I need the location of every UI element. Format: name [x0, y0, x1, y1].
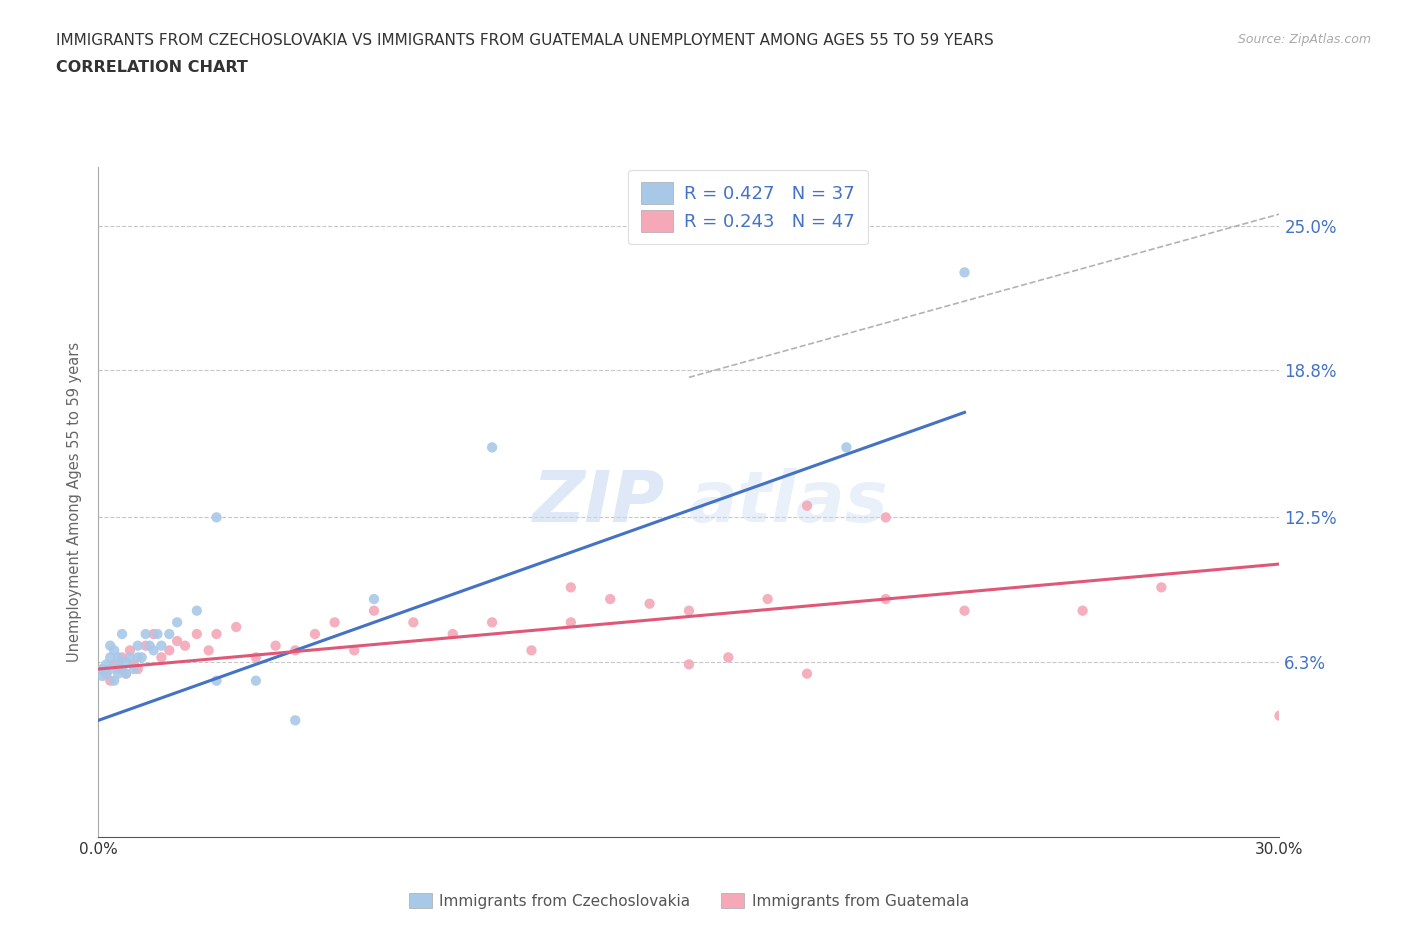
Point	[205, 510, 228, 525]
Point	[402, 615, 425, 630]
Point	[122, 661, 145, 676]
Point	[197, 643, 219, 658]
Point	[717, 650, 740, 665]
Point	[205, 673, 228, 688]
Y-axis label: Unemployment Among Ages 55 to 59 years: Unemployment Among Ages 55 to 59 years	[67, 342, 83, 662]
Point	[135, 638, 157, 653]
Point	[481, 615, 503, 630]
Text: atlas: atlas	[689, 468, 889, 537]
Point	[1071, 604, 1094, 618]
Point	[107, 661, 129, 676]
Point	[103, 673, 125, 688]
Point	[91, 661, 114, 676]
Point	[186, 627, 208, 642]
Point	[166, 633, 188, 648]
Point	[323, 615, 346, 630]
Point	[953, 604, 976, 618]
Text: CORRELATION CHART: CORRELATION CHART	[56, 60, 247, 75]
Point	[157, 627, 180, 642]
Point	[441, 627, 464, 642]
Point	[111, 650, 134, 665]
Point	[115, 666, 138, 681]
Point	[953, 265, 976, 280]
Point	[98, 638, 121, 653]
Text: IMMIGRANTS FROM CZECHOSLOVAKIA VS IMMIGRANTS FROM GUATEMALA UNEMPLOYMENT AMONG A: IMMIGRANTS FROM CZECHOSLOVAKIA VS IMMIGR…	[56, 33, 994, 47]
Point	[560, 580, 582, 595]
Point	[264, 638, 287, 653]
Point	[103, 657, 125, 671]
Point	[115, 655, 138, 670]
Point	[796, 498, 818, 513]
Point	[796, 666, 818, 681]
Point	[115, 666, 138, 681]
Text: ZIP: ZIP	[533, 468, 665, 537]
Point	[96, 657, 118, 671]
Point	[98, 650, 121, 665]
Point	[98, 673, 121, 688]
Point	[107, 657, 129, 671]
Legend: Immigrants from Czechoslovakia, Immigrants from Guatemala: Immigrants from Czechoslovakia, Immigran…	[401, 885, 977, 916]
Point	[111, 661, 134, 676]
Point	[245, 650, 267, 665]
Point	[157, 643, 180, 658]
Point	[107, 666, 129, 681]
Point	[363, 591, 385, 606]
Point	[118, 650, 141, 665]
Point	[91, 669, 114, 684]
Point	[1150, 580, 1173, 595]
Point	[638, 596, 661, 611]
Point	[520, 643, 543, 658]
Point	[599, 591, 621, 606]
Point	[98, 661, 121, 676]
Point	[481, 440, 503, 455]
Point	[91, 661, 114, 676]
Point	[96, 666, 118, 681]
Point	[122, 657, 145, 671]
Point	[560, 615, 582, 630]
Point	[174, 638, 197, 653]
Point	[150, 650, 173, 665]
Point	[245, 673, 267, 688]
Point	[678, 604, 700, 618]
Point	[678, 657, 700, 671]
Point	[142, 627, 165, 642]
Point	[284, 713, 307, 728]
Point	[138, 638, 160, 653]
Point	[225, 619, 247, 634]
Point	[284, 643, 307, 658]
Text: Source: ZipAtlas.com: Source: ZipAtlas.com	[1237, 33, 1371, 46]
Point	[127, 650, 149, 665]
Point	[186, 604, 208, 618]
Point	[150, 638, 173, 653]
Point	[835, 440, 858, 455]
Point	[875, 510, 897, 525]
Point	[127, 661, 149, 676]
Point	[135, 627, 157, 642]
Point	[127, 638, 149, 653]
Point	[107, 650, 129, 665]
Point	[118, 643, 141, 658]
Point	[1268, 709, 1291, 724]
Point	[111, 627, 134, 642]
Point	[146, 627, 169, 642]
Point	[363, 604, 385, 618]
Point	[875, 591, 897, 606]
Point	[343, 643, 366, 658]
Point	[205, 627, 228, 642]
Point	[166, 615, 188, 630]
Point	[142, 643, 165, 658]
Point	[131, 650, 153, 665]
Point	[756, 591, 779, 606]
Point	[103, 643, 125, 658]
Point	[96, 666, 118, 681]
Point	[304, 627, 326, 642]
